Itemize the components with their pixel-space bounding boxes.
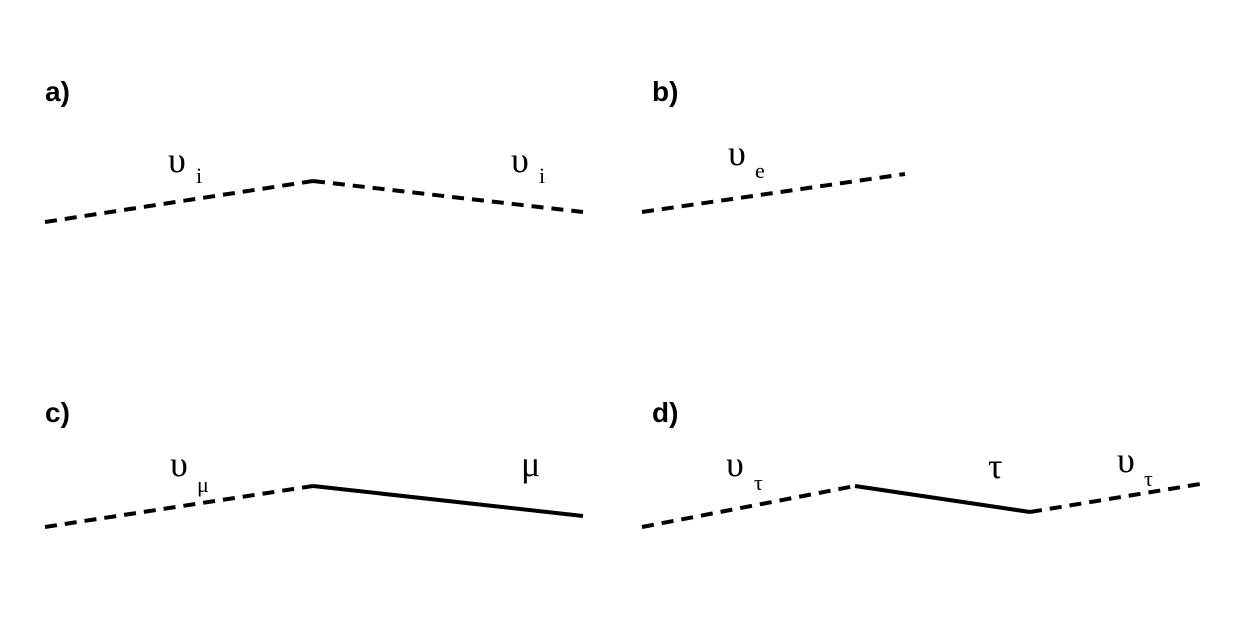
outgoing-neutrino-line [312,179,584,214]
incoming-neutrino-subscript: i [196,163,202,188]
panel-c: c) υ μ μ [44,358,584,529]
panel-label: d) [652,397,678,428]
outgoing-neutrino-symbol: υ [511,140,529,180]
panel-b: b) υ e [641,46,1080,274]
incoming-neutrino-line [641,172,906,214]
outgoing-neutrino-subscript: τ [1144,466,1153,491]
tau-symbol: τ [988,446,1002,486]
incoming-neutrino-line [641,484,856,529]
panel-a: a) υ i υ i [44,53,584,224]
incoming-neutrino-symbol: υ [728,133,746,173]
outgoing-neutrino-subscript: i [539,163,545,188]
incoming-neutrino-symbol: υ [726,444,744,484]
hadronic-shower [313,53,488,186]
hadronic-shower [313,358,488,491]
electromagnetic-shower [905,174,1055,274]
tau-track [854,484,1031,514]
incoming-neutrino-subscript: τ [754,470,763,495]
outgoing-neutrino-symbol: υ [1117,440,1135,480]
outgoing-neutrino-line [1029,482,1201,514]
incoming-neutrino-symbol: υ [168,140,186,180]
muon-symbol: μ [521,444,540,484]
panel-label: a) [45,76,70,107]
incoming-neutrino-line [44,484,314,529]
hadronic-shower [905,46,1080,179]
incoming-neutrino-subscript: μ [197,472,209,497]
tau-decay-shower [1030,494,1155,567]
panel-label: b) [652,76,678,107]
incoming-neutrino-subscript: e [755,158,765,183]
muon-track [312,484,584,518]
incoming-neutrino-symbol: υ [170,444,188,484]
incoming-neutrino-line [44,179,314,224]
panel-d: d) υ τ τ υ τ [641,358,1201,567]
panel-label: c) [45,397,70,428]
hadronic-shower [855,358,1030,491]
